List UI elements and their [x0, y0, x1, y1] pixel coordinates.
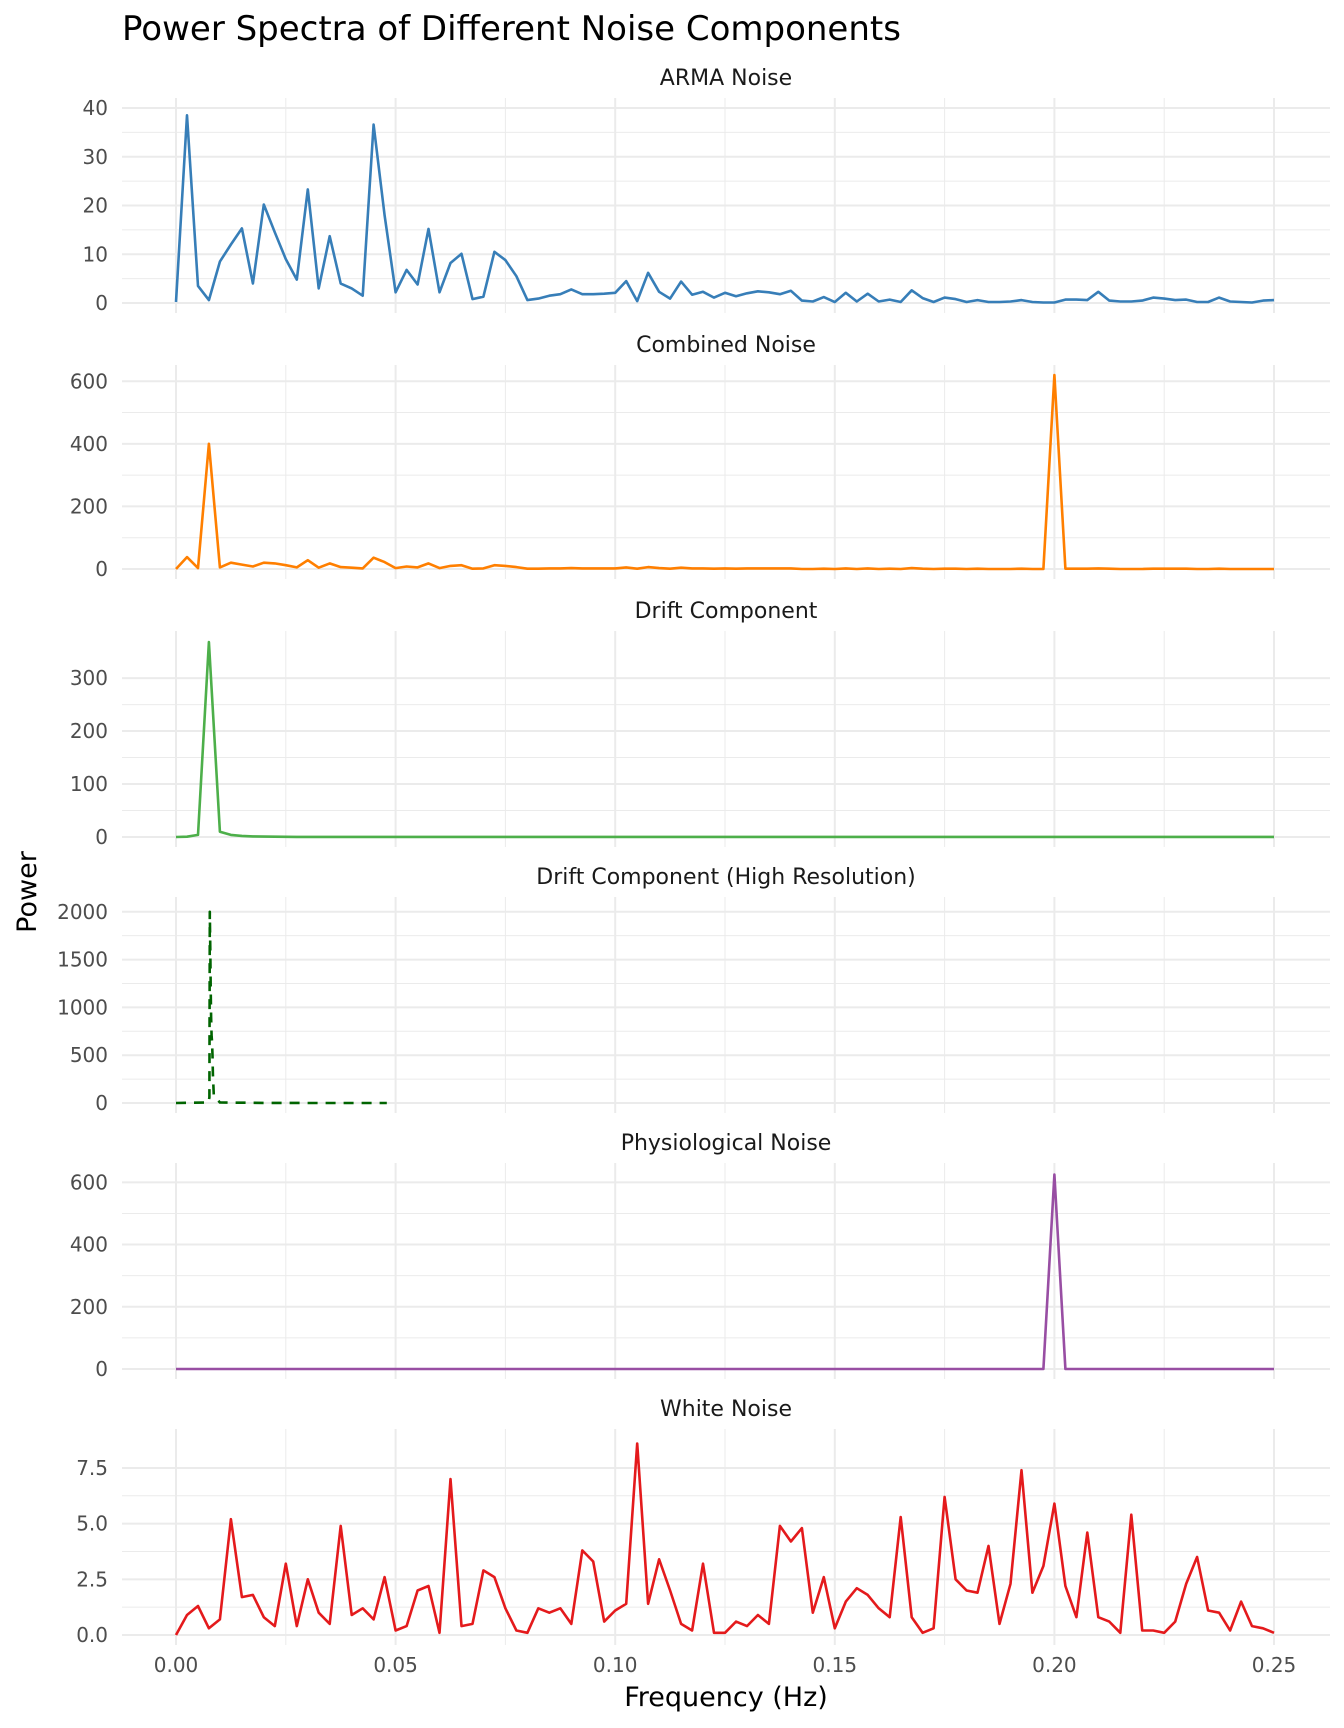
panel-1: Combined Noise 0 200 400 600	[70, 333, 1330, 581]
series-line	[174, 114, 1275, 304]
series-line	[175, 640, 1274, 839]
y-tick-label: 1000	[57, 995, 108, 1019]
y-tick-label: 1500	[57, 948, 108, 972]
x-axis: 0.00 0.05 0.10 0.15 0.20 0.25	[154, 1653, 1297, 1677]
y-tick-label: 2.5	[76, 1567, 108, 1591]
panel-title: Drift Component	[635, 599, 818, 624]
series-line	[175, 373, 1274, 571]
x-axis-label: Frequency (Hz)	[624, 1682, 828, 1713]
series-line	[176, 1173, 1274, 1371]
panel-3: Drift Component (High Resolution) 0 500 100…	[57, 865, 1330, 1115]
y-tick-label: 40	[83, 96, 108, 120]
y-tick-label: 500	[70, 1043, 108, 1067]
panel-title: Drift Component (High Resolution)	[536, 865, 915, 890]
y-tick-label: 10	[83, 242, 108, 266]
series-line	[174, 1442, 1275, 1636]
y-tick-label: 600	[70, 1170, 108, 1194]
y-tick-label: 20	[83, 194, 108, 218]
x-tick-label: 0.05	[373, 1653, 418, 1677]
y-tick-label: 600	[70, 369, 108, 393]
y-tick-label: 400	[70, 432, 108, 456]
y-tick-label: 200	[70, 1295, 108, 1319]
y-tick-label: 7.5	[76, 1456, 108, 1480]
panels: ARMA Noise 0 10 20 30 40 Combined Noise 0 200 400…	[57, 66, 1330, 1647]
y-tick-label: 0.0	[76, 1623, 108, 1647]
y-tick-label: 200	[70, 719, 108, 743]
y-tick-label: 0	[95, 825, 108, 849]
series-line	[175, 910, 387, 1105]
chart-title: Power Spectra of Different Noise Compone…	[122, 9, 901, 49]
y-tick-label: 100	[70, 772, 108, 796]
panel-4: Physiological Noise 0 200 400 600	[70, 1131, 1330, 1381]
panel-0: ARMA Noise 0 10 20 30 40	[83, 66, 1330, 315]
y-tick-label: 30	[83, 145, 108, 169]
panel-title: White Noise	[660, 1397, 792, 1422]
y-tick-label: 2000	[57, 900, 108, 924]
panel-title: Combined Noise	[636, 333, 816, 358]
panel-title: ARMA Noise	[660, 66, 792, 91]
y-tick-label: 0	[95, 1091, 108, 1115]
panel-2: Drift Component 0 100 200 300	[70, 599, 1330, 849]
x-tick-label: 0.15	[813, 1653, 858, 1677]
y-tick-label: 0	[95, 291, 108, 315]
y-tick-label: 300	[70, 666, 108, 690]
x-tick-label: 0.25	[1252, 1653, 1297, 1677]
y-axis-label: Power	[12, 850, 43, 933]
y-tick-label: 5.0	[76, 1512, 108, 1536]
y-tick-label: 0	[95, 1357, 108, 1381]
panel-5: White Noise 0.0 2.5 5.0 7.5	[76, 1397, 1330, 1647]
panel-title: Physiological Noise	[621, 1131, 832, 1156]
x-tick-label: 0.20	[1032, 1653, 1077, 1677]
y-tick-label: 400	[70, 1233, 108, 1257]
x-tick-label: 0.10	[593, 1653, 638, 1677]
x-tick-label: 0.00	[154, 1653, 199, 1677]
y-tick-label: 200	[70, 494, 108, 518]
y-tick-label: 0	[95, 557, 108, 581]
